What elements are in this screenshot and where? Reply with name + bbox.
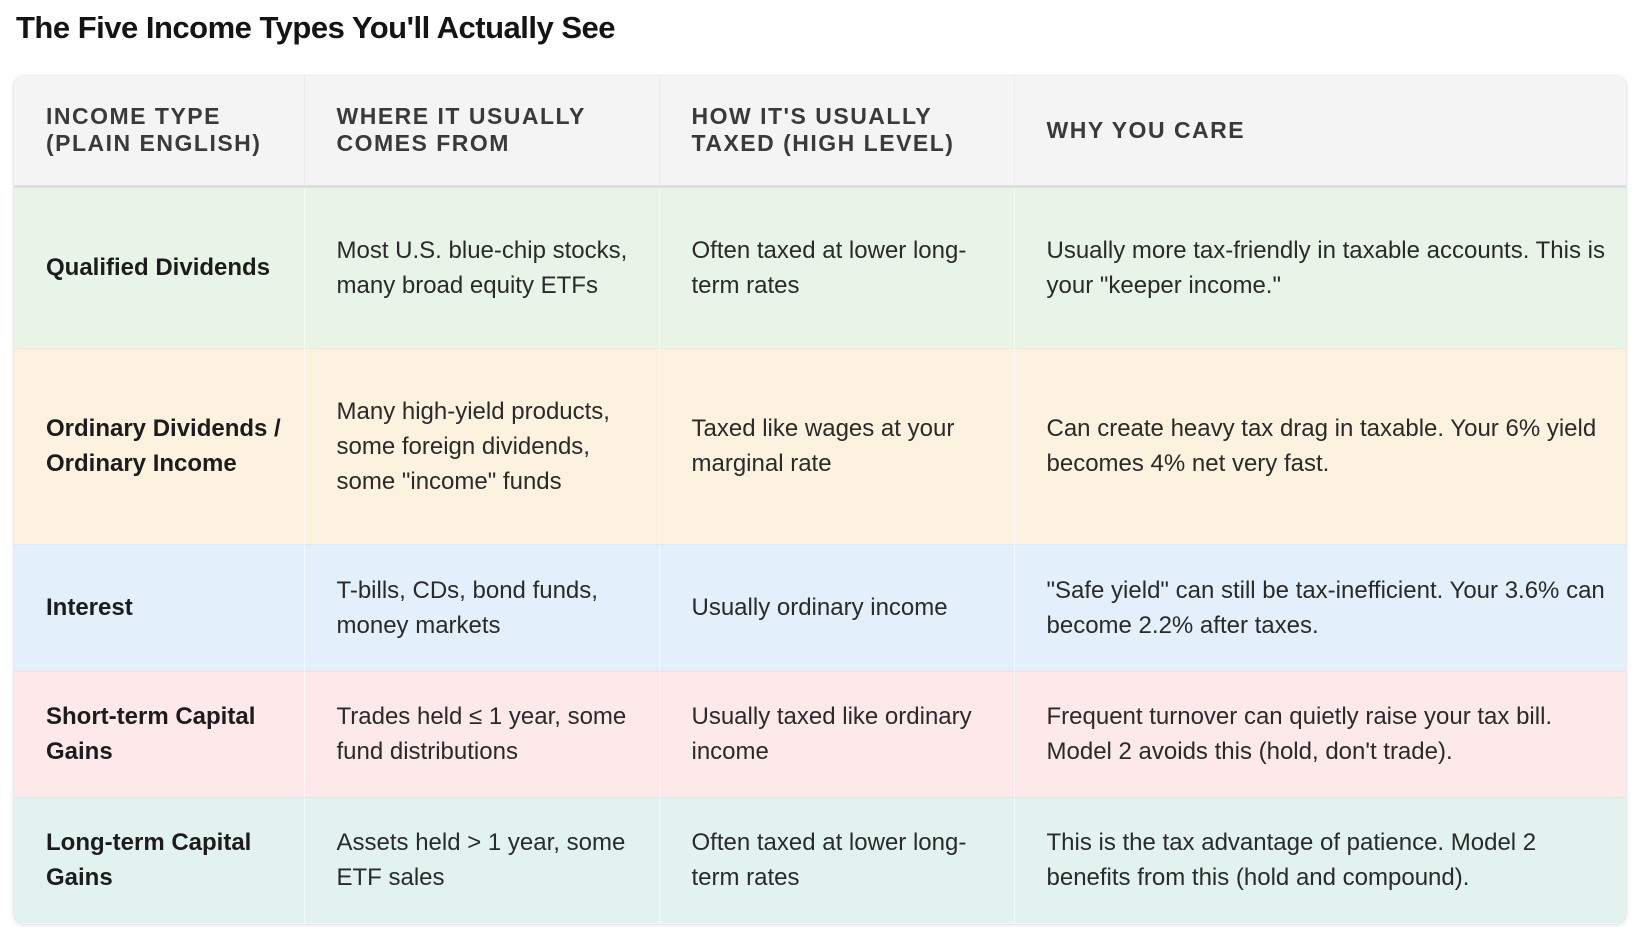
table-body: Qualified Dividends Most U.S. blue-chip … bbox=[14, 186, 1626, 924]
taxed-cell: Often taxed at lower long-term rates bbox=[659, 797, 1015, 924]
where-cell: T-bills, CDs, bond funds, money markets bbox=[304, 544, 660, 672]
income-types-table-card: INCOME TYPE (PLAIN ENGLISH) WHERE IT USU… bbox=[14, 76, 1626, 924]
income-type-cell: Interest bbox=[14, 544, 305, 672]
header-how-its-taxed: HOW IT'S USUALLY TAXED (HIGH LEVEL) bbox=[659, 76, 1015, 188]
income-type-cell: Ordinary Dividends / Ordinary Income bbox=[14, 348, 305, 545]
income-type-cell: Long-term Capital Gains bbox=[14, 797, 305, 924]
why-cell: Frequent turnover can quietly raise your… bbox=[1014, 671, 1626, 798]
why-cell: Usually more tax-friendly in taxable acc… bbox=[1014, 186, 1626, 349]
why-cell: This is the tax advantage of patience. M… bbox=[1014, 797, 1626, 924]
table-row: Ordinary Dividends / Ordinary Income Man… bbox=[14, 348, 1626, 545]
table-row: Long-term Capital Gains Assets held > 1 … bbox=[14, 797, 1626, 924]
where-cell: Many high-yield products, some foreign d… bbox=[304, 348, 660, 545]
where-cell: Most U.S. blue-chip stocks, many broad e… bbox=[304, 186, 660, 349]
header-why-you-care: WHY YOU CARE bbox=[1014, 76, 1626, 188]
why-cell: "Safe yield" can still be tax-inefficien… bbox=[1014, 544, 1626, 672]
why-cell: Can create heavy tax drag in taxable. Yo… bbox=[1014, 348, 1626, 545]
income-types-table: INCOME TYPE (PLAIN ENGLISH) WHERE IT USU… bbox=[14, 76, 1626, 924]
table-row: Short-term Capital Gains Trades held ≤ 1… bbox=[14, 671, 1626, 798]
where-cell: Assets held > 1 year, some ETF sales bbox=[304, 797, 660, 924]
table-row: Qualified Dividends Most U.S. blue-chip … bbox=[14, 186, 1626, 349]
taxed-cell: Taxed like wages at your marginal rate bbox=[659, 348, 1015, 545]
taxed-cell: Often taxed at lower long-term rates bbox=[659, 186, 1015, 349]
income-type-cell: Short-term Capital Gains bbox=[14, 671, 305, 798]
header-income-type: INCOME TYPE (PLAIN ENGLISH) bbox=[14, 76, 305, 188]
header-row: INCOME TYPE (PLAIN ENGLISH) WHERE IT USU… bbox=[14, 76, 1626, 188]
where-cell: Trades held ≤ 1 year, some fund distribu… bbox=[304, 671, 660, 798]
page-title: The Five Income Types You'll Actually Se… bbox=[16, 10, 616, 45]
table-header: INCOME TYPE (PLAIN ENGLISH) WHERE IT USU… bbox=[14, 76, 1626, 188]
taxed-cell: Usually ordinary income bbox=[659, 544, 1015, 672]
table-row: Interest T-bills, CDs, bond funds, money… bbox=[14, 544, 1626, 672]
income-type-cell: Qualified Dividends bbox=[14, 186, 305, 349]
header-where-it-comes-from: WHERE IT USUALLY COMES FROM bbox=[304, 76, 660, 188]
taxed-cell: Usually taxed like ordinary income bbox=[659, 671, 1015, 798]
